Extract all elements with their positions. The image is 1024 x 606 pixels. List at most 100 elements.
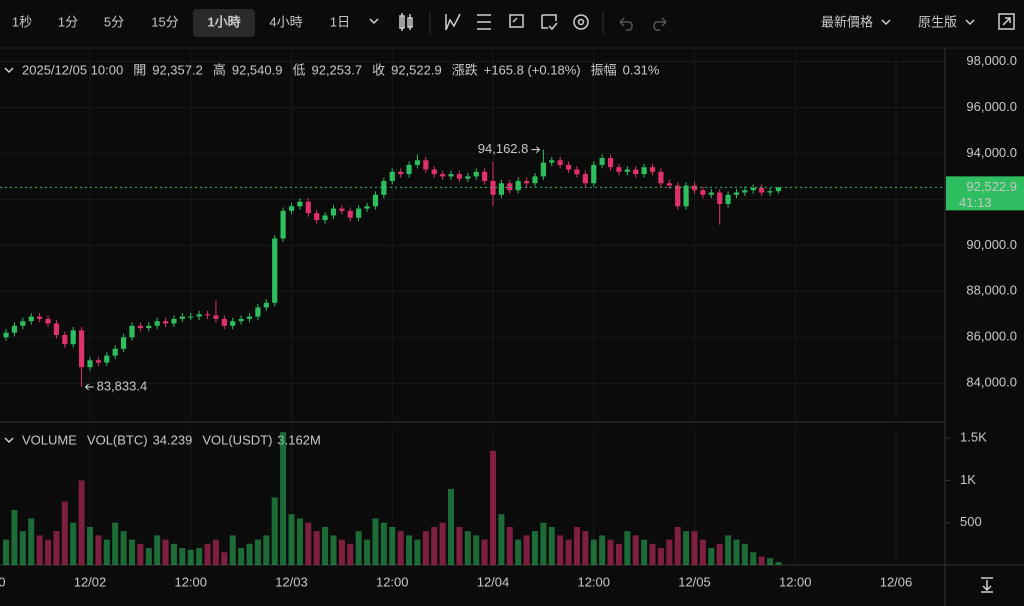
volume-bar <box>137 543 144 565</box>
candle-body <box>70 330 76 345</box>
x-tick-label: 12/05 <box>678 574 711 589</box>
volume-bar <box>280 432 287 565</box>
settings-icon[interactable] <box>573 14 589 30</box>
volume-bar <box>288 514 295 565</box>
candle-body <box>255 307 261 317</box>
draw-icon[interactable] <box>477 14 491 30</box>
scale-icon[interactable] <box>981 577 993 593</box>
annotation-arrow <box>531 146 541 154</box>
candle-body <box>750 187 756 191</box>
volume-bar <box>767 558 774 565</box>
candle-body <box>45 318 51 324</box>
candle-body <box>288 206 295 211</box>
candle-body <box>515 180 521 191</box>
volume-bar <box>229 535 236 565</box>
volume-bar <box>414 539 421 565</box>
x-tick-label: 12/04 <box>477 574 510 589</box>
y-tick-label: 94,000.0 <box>966 145 1017 160</box>
candle-body <box>465 176 471 179</box>
redo-icon[interactable] <box>653 17 667 31</box>
volume-bar <box>632 535 639 565</box>
last-price-box <box>946 176 1024 211</box>
candle-body <box>356 208 362 218</box>
version-menu[interactable] <box>965 19 975 26</box>
legend-value: 0.31% <box>623 62 660 77</box>
legend-value: +165.8 (+0.18%) <box>484 62 581 77</box>
candle-body <box>591 164 597 184</box>
volume-bar <box>523 535 530 565</box>
volume-bar <box>128 539 135 565</box>
volume-bar <box>431 526 438 565</box>
active-interval-bg <box>193 9 255 37</box>
candle-body <box>137 325 143 329</box>
volume-bar <box>347 543 354 565</box>
candle-body <box>188 316 194 318</box>
volume-bar <box>775 562 782 565</box>
interval-tab[interactable]: 1日 <box>330 14 350 29</box>
volume-bar <box>498 514 505 565</box>
legend-time: 2025/12/05 10:00 <box>22 62 123 77</box>
undo-icon[interactable] <box>619 17 633 31</box>
candle-body <box>641 167 647 175</box>
fullscreen-icon[interactable] <box>998 13 1015 30</box>
volume-bar <box>473 535 480 565</box>
interval-tab[interactable]: 1分 <box>58 14 78 29</box>
interval-tab[interactable]: 15分 <box>151 14 178 29</box>
candle-body <box>759 187 765 193</box>
volume-bar <box>238 548 245 565</box>
interval-tab[interactable]: 1秒 <box>12 14 32 29</box>
volume-bar <box>607 539 614 565</box>
volume-bar <box>330 535 337 565</box>
x-tick-label: 12:00 <box>779 574 812 589</box>
indicator-icon[interactable] <box>445 13 461 31</box>
interval-menu[interactable] <box>369 18 379 25</box>
volume-bar <box>506 526 513 565</box>
candle-body <box>154 321 160 326</box>
candle-body <box>389 171 395 181</box>
candle-body <box>414 160 421 165</box>
volume-bar <box>573 526 580 565</box>
volume-bar <box>624 531 631 565</box>
volume-bar <box>599 535 606 565</box>
candle-body <box>280 210 286 239</box>
volume-bar <box>456 526 463 565</box>
price-type[interactable]: 最新價格 <box>821 14 873 29</box>
candle-body <box>339 208 345 211</box>
candle-body <box>263 302 269 308</box>
volume-bar <box>531 531 538 565</box>
candle-body <box>574 169 580 175</box>
plot-area <box>0 50 945 565</box>
x-tick-label: 12:00 <box>376 574 409 589</box>
candle-body <box>717 192 723 204</box>
volume-bar <box>212 539 219 565</box>
candle-type-icon[interactable] <box>399 13 413 31</box>
volume-bar <box>699 539 706 565</box>
alert-icon[interactable] <box>509 14 524 28</box>
price-type-menu[interactable] <box>881 19 891 26</box>
settings-icon-core <box>577 18 585 26</box>
volume-bar <box>338 539 345 565</box>
volume-bar <box>53 531 60 565</box>
volume-legend-value: 34.239 <box>153 432 193 447</box>
volume-bar <box>733 539 740 565</box>
y-tick-label: 84,000.0 <box>966 375 1017 390</box>
volume-bar <box>540 522 547 565</box>
collapse-main[interactable] <box>4 67 14 74</box>
version[interactable]: 原生版 <box>918 14 957 29</box>
volume-bar <box>3 539 10 565</box>
volume-bar <box>19 531 26 565</box>
interval-tab[interactable]: 5分 <box>104 14 124 29</box>
candle-body <box>364 206 370 209</box>
collapse-volume[interactable] <box>4 437 14 444</box>
volume-bar <box>204 543 211 565</box>
interval-tab[interactable]: 1小時 <box>207 14 240 29</box>
volume-bar <box>145 548 152 565</box>
volume-bar <box>557 535 564 565</box>
interval-tab[interactable]: 4小時 <box>269 14 302 29</box>
candle-body <box>28 316 34 322</box>
legend-value: 92,522.9 <box>391 62 442 77</box>
volume-bar <box>313 531 320 565</box>
template-icon[interactable] <box>541 14 558 31</box>
candle-body <box>633 169 639 175</box>
